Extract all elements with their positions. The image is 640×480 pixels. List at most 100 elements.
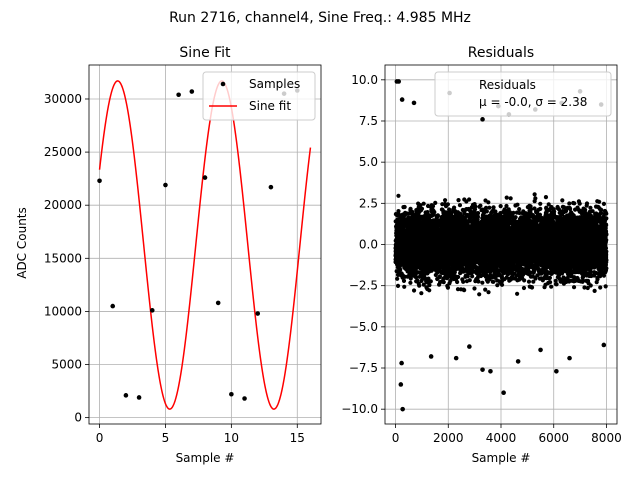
residual-point bbox=[483, 205, 489, 210]
residuals-ytick-label-7: 7.5 bbox=[359, 114, 378, 128]
residual-point bbox=[396, 209, 401, 214]
residual-point bbox=[491, 205, 496, 210]
sine-fit-line bbox=[98, 80, 312, 410]
residual-point bbox=[414, 274, 419, 280]
sine-fit-axes-frame bbox=[88, 64, 322, 425]
residual-point bbox=[395, 276, 400, 281]
residual-point bbox=[484, 209, 489, 214]
sample-point-2 bbox=[123, 393, 129, 398]
residual-point bbox=[408, 276, 413, 281]
residual-point bbox=[455, 274, 461, 280]
legend-samples-marker bbox=[220, 81, 226, 87]
residuals-ytick-label-4: 0.0 bbox=[359, 238, 378, 252]
residual-point bbox=[418, 203, 423, 208]
residual-point bbox=[442, 198, 448, 203]
residuals-xtick-label-1: 2000 bbox=[433, 431, 464, 445]
residual-point bbox=[427, 283, 432, 288]
residual-point bbox=[515, 202, 520, 207]
sample-point-11 bbox=[242, 396, 247, 401]
residual-point bbox=[467, 278, 472, 283]
sine-fit-title: Sine Fit bbox=[179, 45, 231, 61]
residual-point bbox=[470, 274, 475, 279]
residual-point bbox=[430, 204, 436, 209]
residual-point bbox=[457, 203, 463, 208]
sine-fit-ytick-label-3: 15000 bbox=[44, 251, 82, 265]
residual-point bbox=[475, 215, 480, 220]
residuals-xtick-label-4: 8000 bbox=[591, 431, 622, 445]
residual-point bbox=[498, 204, 503, 209]
residual-point bbox=[478, 203, 483, 208]
residual-point bbox=[472, 286, 477, 291]
residual-point bbox=[483, 287, 488, 292]
residual-point bbox=[447, 207, 452, 212]
residual-point bbox=[513, 215, 518, 220]
sine-fit-ytick-label-2: 10000 bbox=[44, 304, 82, 318]
residual-point bbox=[401, 278, 407, 283]
residuals-plot-area bbox=[393, 79, 609, 412]
residual-point bbox=[504, 195, 509, 200]
residuals-xtick-label-2: 4000 bbox=[486, 431, 517, 445]
residuals-ytick-label-2: −5.0 bbox=[349, 320, 378, 334]
residual-point bbox=[473, 204, 478, 209]
residual-point bbox=[487, 205, 492, 210]
residual-point bbox=[477, 292, 482, 297]
sample-point-10 bbox=[229, 391, 234, 397]
residual-point bbox=[441, 280, 446, 285]
sample-point-9 bbox=[215, 300, 221, 306]
sine-fit-ylabel: ADC Counts bbox=[15, 207, 29, 279]
residual-point bbox=[491, 279, 496, 284]
residual-point bbox=[402, 284, 407, 289]
residual-point bbox=[419, 291, 424, 296]
residuals-xtick-label-0: 0 bbox=[392, 431, 400, 445]
residual-point bbox=[445, 202, 451, 207]
residual-point bbox=[421, 282, 426, 287]
residual-point bbox=[467, 197, 472, 202]
residual-point bbox=[433, 200, 438, 205]
residual-point bbox=[486, 200, 491, 205]
sine-fit-xtick-label-1: 5 bbox=[162, 431, 170, 445]
sine-fit-ytick-label-4: 20000 bbox=[44, 198, 82, 212]
residual-point bbox=[480, 280, 485, 285]
residual-point bbox=[437, 274, 443, 279]
sine-fit-xtick-label-2: 10 bbox=[224, 431, 239, 445]
residual-point bbox=[475, 211, 481, 216]
sine-fit-ytick-label-0: 0 bbox=[74, 411, 82, 425]
residual-point bbox=[508, 196, 513, 201]
sample-point-4 bbox=[149, 308, 155, 313]
sample-point-5 bbox=[163, 182, 168, 188]
legend-sinefit-label: Sine fit bbox=[249, 99, 291, 113]
residual-point bbox=[452, 270, 457, 275]
residual-point bbox=[411, 288, 417, 293]
residual-point bbox=[456, 198, 461, 203]
residual-point bbox=[455, 279, 460, 285]
residual-point bbox=[451, 205, 457, 210]
sample-point-12 bbox=[255, 311, 261, 316]
residual-point bbox=[499, 282, 505, 287]
residual-point bbox=[426, 276, 431, 281]
sine-fit-xlabel: Sample # bbox=[176, 451, 235, 465]
legend-samples-label: Samples bbox=[249, 77, 300, 91]
residual-point bbox=[402, 204, 407, 210]
residuals-ytick-label-1: −7.5 bbox=[349, 361, 378, 375]
residual-point bbox=[427, 288, 432, 293]
residual-point bbox=[432, 210, 437, 215]
sample-point-13 bbox=[268, 184, 274, 190]
residual-point bbox=[408, 280, 413, 285]
residual-point bbox=[435, 213, 441, 218]
residuals-ytick-label-3: −2.5 bbox=[349, 279, 378, 293]
sine-fit-ytick-label-6: 30000 bbox=[44, 92, 82, 106]
sine-fit-legend bbox=[202, 71, 316, 121]
residual-point bbox=[421, 201, 426, 206]
sample-point-3 bbox=[136, 395, 142, 400]
figure-suptitle: Run 2716, channel4, Sine Freq.: 4.985 MH… bbox=[169, 10, 471, 26]
sample-point-7 bbox=[189, 89, 195, 94]
residuals-ytick-label-5: 2.5 bbox=[359, 196, 378, 210]
residual-point bbox=[486, 290, 491, 295]
residual-point bbox=[461, 279, 466, 284]
residual-points bbox=[393, 192, 609, 297]
sine-fit-xtick-label-3: 15 bbox=[290, 431, 305, 445]
residual-point bbox=[445, 285, 451, 290]
sine-fit-ytick-label-5: 25000 bbox=[44, 145, 82, 159]
sample-point-6 bbox=[176, 92, 181, 98]
sample-point-0 bbox=[97, 178, 102, 184]
